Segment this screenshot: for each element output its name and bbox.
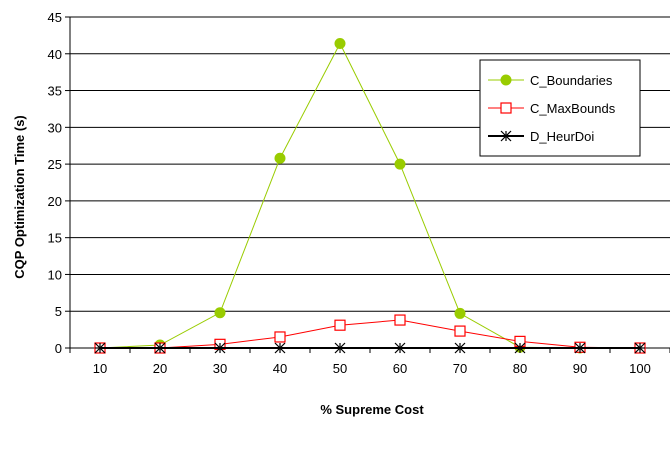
x-axis-title: % Supreme Cost xyxy=(320,402,424,417)
x-tick-label: 70 xyxy=(453,361,467,376)
data-point-D_HeurDoi xyxy=(514,342,526,354)
data-point-D_HeurDoi xyxy=(334,342,346,354)
data-point-D_HeurDoi xyxy=(94,342,106,354)
gridlines xyxy=(70,16,670,312)
x-tick-label: 30 xyxy=(213,361,227,376)
x-tick-label: 50 xyxy=(333,361,347,376)
y-tick-label: 20 xyxy=(48,194,62,209)
y-tick-label: 10 xyxy=(48,267,62,282)
legend-label: C_Boundaries xyxy=(530,73,613,88)
y-tick-label: 40 xyxy=(48,47,62,62)
data-point-C_MaxBounds xyxy=(334,319,346,331)
y-tick-label: 25 xyxy=(48,157,62,172)
data-point-C_Boundaries xyxy=(454,307,466,319)
legend-label: C_MaxBounds xyxy=(530,101,616,116)
data-point-D_HeurDoi xyxy=(154,342,166,354)
x-tick-label: 90 xyxy=(573,361,587,376)
data-point-D_HeurDoi xyxy=(454,342,466,354)
data-point-C_MaxBounds xyxy=(454,325,466,337)
data-point-D_HeurDoi xyxy=(214,342,226,354)
legend: C_Boundaries C_MaxBounds D_HeurDoi xyxy=(479,59,641,157)
x-tick-label: 60 xyxy=(393,361,407,376)
x-tick-label: 100 xyxy=(629,361,651,376)
y-axis-title: CQP Optimization Time (s) xyxy=(12,115,27,278)
x-tick-labels: 10 20 30 40 50 60 70 80 90 100 xyxy=(93,361,651,376)
data-point-D_HeurDoi xyxy=(634,342,646,354)
data-point-C_Boundaries xyxy=(394,158,406,170)
y-tick-label: 30 xyxy=(48,120,62,135)
data-point-D_HeurDoi xyxy=(274,342,286,354)
y-tick-label: 0 xyxy=(55,341,62,356)
series-lines xyxy=(94,37,646,354)
x-tick-label: 40 xyxy=(273,361,287,376)
series-line-C_MaxBounds xyxy=(100,319,641,349)
data-point-D_HeurDoi xyxy=(574,342,586,354)
x-tick-label: 20 xyxy=(153,361,167,376)
legend-marker xyxy=(500,102,512,114)
y-tick-label: 5 xyxy=(55,304,62,319)
legend-marker xyxy=(500,130,512,142)
data-point-C_MaxBounds xyxy=(394,314,406,326)
legend-label: D_HeurDoi xyxy=(530,129,594,144)
y-tick-labels: 0 5 10 15 20 25 30 35 40 45 xyxy=(48,10,62,356)
x-tick-label: 80 xyxy=(513,361,527,376)
legend-marker xyxy=(500,74,512,86)
data-point-C_Boundaries xyxy=(214,307,226,319)
y-tick-label: 15 xyxy=(48,231,62,246)
x-tick-label: 10 xyxy=(93,361,107,376)
data-point-C_Boundaries xyxy=(334,37,346,49)
y-tick-label: 35 xyxy=(48,84,62,99)
data-point-D_HeurDoi xyxy=(394,342,406,354)
y-tick-label: 45 xyxy=(48,10,62,25)
data-point-C_Boundaries xyxy=(274,152,286,164)
data-point-C_MaxBounds xyxy=(274,331,286,343)
